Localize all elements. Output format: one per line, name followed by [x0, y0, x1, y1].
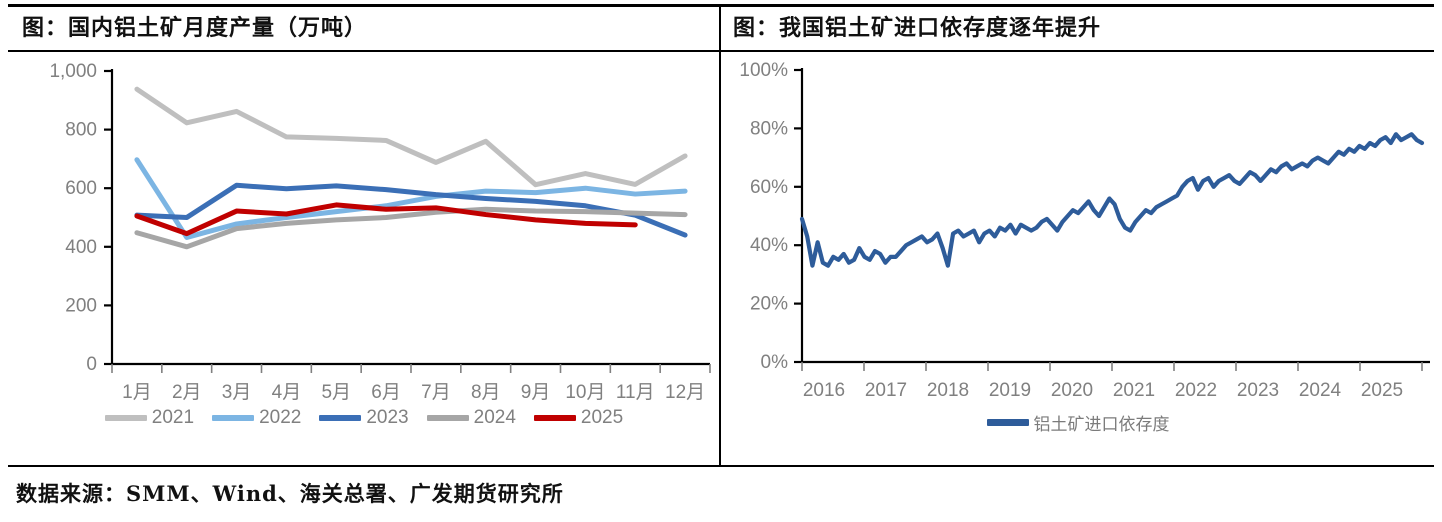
right-xtick-label: 2024	[1299, 380, 1342, 401]
right-legend-label: 铝土矿进口依存度	[1033, 415, 1170, 434]
right-xtick-label: 2020	[1051, 380, 1093, 401]
left-xtick-label: 2月	[172, 382, 202, 402]
source-footer: 数据来源：SMM、Wind、海关总署、广发期货研究所	[16, 481, 564, 506]
legend-color-swatch-icon	[104, 415, 147, 421]
right-xtick-label: 2018	[927, 380, 969, 401]
frame-title-separator	[8, 50, 1434, 52]
left-legend-item[interactable]: 2025	[533, 407, 624, 429]
right-ytick-label: 60%	[750, 177, 788, 198]
right-xtick-label: 2021	[1113, 380, 1155, 401]
right-chart-title: 图：我国铝土矿进口依存度逐年提升	[733, 15, 1102, 41]
left-xtick-label: 6月	[371, 382, 401, 402]
left-legend-label: 2024	[473, 407, 516, 428]
right-legend-item[interactable]: 铝土矿进口依存度	[986, 410, 1170, 435]
left-series-line-2021	[134, 86, 688, 188]
right-ytick-label: 40%	[750, 235, 788, 256]
legend-color-swatch-icon	[212, 415, 255, 421]
right-series-line-dependency	[799, 132, 1425, 268]
left-xtick-label: 12月	[665, 382, 705, 402]
left-ytick-label: 800	[65, 120, 97, 141]
left-series-line-2025	[134, 202, 638, 237]
left-series-line-2024	[134, 206, 688, 250]
left-xtick-label: 5月	[321, 382, 351, 402]
left-xtick-label: 3月	[222, 382, 252, 402]
legend-color-swatch-icon	[986, 419, 1029, 426]
left-legend-item[interactable]: 2024	[426, 407, 516, 429]
left-xtick-label: 10月	[565, 382, 605, 402]
left-xtick-label: 11月	[616, 382, 655, 402]
legend-color-swatch-icon	[426, 415, 469, 421]
left-chart-legend: 2021 2022 2023 2024 2025	[10, 407, 718, 429]
left-series-line-2022	[134, 157, 688, 240]
right-xtick-label: 2017	[865, 380, 907, 401]
right-xtick-label: 2016	[803, 380, 845, 401]
right-ytick-label: 100%	[739, 60, 788, 81]
left-xtick-label: 4月	[272, 382, 302, 402]
right-ytick-label: 0%	[761, 352, 789, 373]
legend-color-swatch-icon	[533, 415, 576, 421]
legend-color-swatch-icon	[319, 415, 362, 421]
left-ytick-label: 600	[65, 178, 97, 199]
right-xtick-label: 2019	[989, 380, 1031, 401]
left-xtick-label: 8月	[471, 382, 501, 402]
frame-top-border	[8, 4, 1434, 7]
left-chart-plot: 1,000 800 600 400 200 0 1月 2月 3月 4月 5月 6月 7月 8月 9月 10月 1…	[49, 61, 711, 402]
left-series-line-2023	[134, 182, 688, 238]
right-ytick-label: 80%	[750, 118, 788, 139]
left-legend-label: 2021	[151, 407, 195, 428]
right-chart-plot: 100% 80% 60% 40% 20% 0% 2016 2017 2018 2019 2020 20…	[739, 60, 1430, 401]
right-chart-panel: 100% 80% 60% 40% 20% 0% 2016 2017 2018 2019 2020 20…	[722, 52, 1434, 464]
left-legend-label: 2022	[259, 407, 302, 428]
right-xtick-label: 2023	[1237, 380, 1279, 401]
left-legend-item[interactable]: 2022	[212, 407, 301, 429]
left-chart-title: 图：国内铝土矿月度产量（万吨）	[22, 15, 368, 41]
left-legend-label: 2023	[366, 407, 409, 428]
left-ytick-label: 0	[86, 354, 97, 375]
left-ytick-label: 1,000	[49, 61, 97, 82]
left-xtick-label: 1月	[122, 382, 152, 402]
right-xtick-label: 2022	[1175, 380, 1217, 401]
left-legend-label: 2025	[580, 407, 624, 428]
left-xtick-label: 9月	[521, 382, 551, 402]
right-chart-legend: 铝土矿进口依存度	[722, 410, 1434, 435]
left-legend-item[interactable]: 2023	[319, 407, 409, 429]
right-xtick-label: 2025	[1361, 380, 1403, 401]
right-ytick-label: 20%	[750, 294, 788, 315]
left-chart-panel: 1,000 800 600 400 200 0 1月 2月 3月 4月 5月 6月 7月 8月 9月 10月 1…	[10, 52, 718, 464]
left-legend-item[interactable]: 2021	[104, 407, 195, 429]
left-ytick-label: 200	[65, 295, 97, 316]
panel-vertical-divider	[719, 4, 721, 467]
frame-charts-separator	[8, 465, 1434, 467]
left-xtick-label: 7月	[421, 382, 451, 402]
left-ytick-label: 400	[65, 237, 97, 258]
